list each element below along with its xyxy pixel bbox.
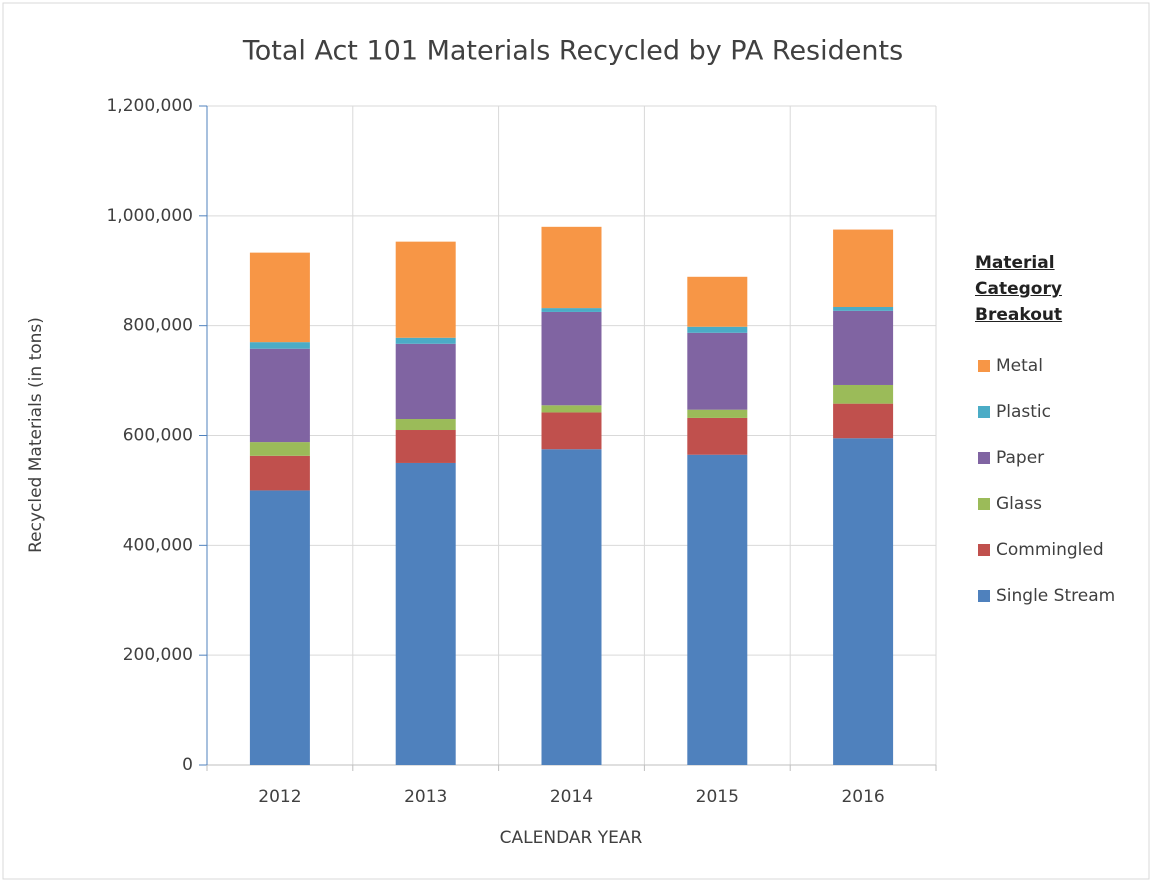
bar-segment (395, 241, 456, 338)
y-tick-label: 200,000 (123, 645, 193, 665)
x-tick-label: 2014 (550, 787, 593, 807)
chart-title: Total Act 101 Materials Recycled by PA R… (242, 36, 903, 67)
bar-segment (249, 455, 310, 491)
x-tick-label: 2015 (696, 787, 739, 807)
bar-segment (395, 343, 456, 420)
bar-segment (833, 310, 894, 385)
bar-segment (249, 342, 310, 349)
legend-swatch (978, 498, 990, 510)
bar-segment (687, 332, 748, 410)
y-tick-label: 800,000 (123, 316, 193, 336)
legend-swatch (978, 590, 990, 602)
bar-segment (541, 405, 602, 413)
bar-segment (833, 306, 894, 311)
legend-label: Plastic (996, 402, 1051, 422)
bar-segment (833, 384, 894, 404)
bar-segment (687, 409, 748, 418)
legend-label: Glass (996, 494, 1042, 514)
y-tick-label: 600,000 (123, 426, 193, 446)
bar-segment (249, 442, 310, 456)
legend-swatch (978, 406, 990, 418)
y-axis-title: Recycled Materials (in tons) (26, 317, 46, 553)
legend-swatch (978, 360, 990, 372)
bar-segment (541, 226, 602, 309)
bar-segment (395, 337, 456, 344)
bar-segment (249, 348, 310, 443)
legend-label: Commingled (996, 540, 1104, 560)
x-tick-label: 2016 (841, 787, 884, 807)
y-tick-label: 400,000 (123, 535, 193, 555)
legend-swatch (978, 452, 990, 464)
y-tick-label: 1,000,000 (106, 206, 193, 226)
bar-segment (687, 326, 748, 333)
bar-segment (833, 438, 894, 765)
bar-segment (395, 462, 456, 765)
y-tick-label: 0 (182, 755, 193, 775)
bar-segment (687, 417, 748, 455)
bar-segment (395, 419, 456, 431)
bar-segment (395, 430, 456, 463)
bar-segment (687, 276, 748, 327)
x-tick-label: 2012 (258, 787, 301, 807)
legend-label: Metal (996, 356, 1043, 376)
bar-segment (249, 490, 310, 765)
bar-segment (541, 412, 602, 450)
legend-label: Single Stream (996, 586, 1115, 606)
x-axis-title: CALENDAR YEAR (500, 828, 643, 848)
bar-segment (541, 311, 602, 406)
bar-segment (833, 403, 894, 439)
bar-segment (541, 308, 602, 312)
legend-swatch (978, 544, 990, 556)
bar-segment (249, 252, 310, 343)
bar-segment (541, 449, 602, 765)
y-tick-label: 1,200,000 (106, 96, 193, 116)
bar-segment (833, 229, 894, 307)
x-tick-label: 2013 (404, 787, 447, 807)
legend-title: Material Category Breakout (975, 253, 1063, 325)
legend-label: Paper (996, 448, 1044, 468)
bar-segment (687, 454, 748, 765)
